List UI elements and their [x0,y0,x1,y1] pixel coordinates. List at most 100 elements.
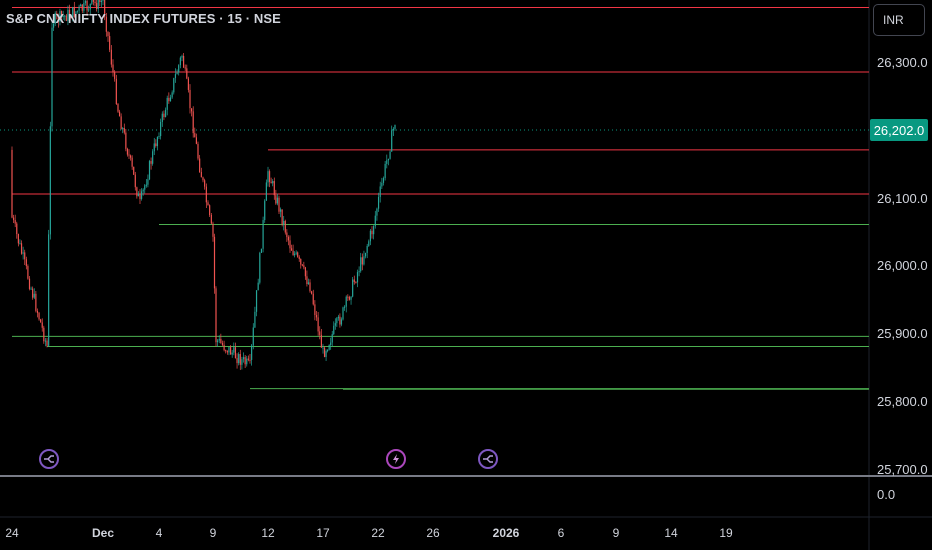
time-tick-26: 26 [426,526,440,540]
candle-body-237 [391,130,393,152]
candle-body-14 [33,293,35,298]
candle-body-5 [19,243,21,245]
candle-body-13 [32,288,34,298]
candle-body-226 [373,226,375,235]
candle-body-40 [75,11,77,17]
candle-body-169 [283,220,285,225]
candle-body-104 [178,65,180,73]
candle-body-181 [301,264,303,266]
candle-body-52 [94,1,96,4]
candle-body-80 [139,193,141,199]
candle-body-236 [389,151,391,159]
candle-body-124 [210,214,212,224]
event-marker-1[interactable] [39,449,59,469]
candle-body-217 [358,271,360,273]
candle-body-144 [242,357,245,360]
candle-body-109 [186,68,188,79]
candle-body-41 [76,10,79,12]
candle-body-234 [386,160,388,164]
candle-body-51 [92,0,95,2]
candle-body-215 [355,282,357,284]
candle-body-190 [315,314,318,318]
candle-body-165 [276,197,279,204]
candle-body-71 [125,132,127,149]
candle-body-134 [226,350,228,353]
candle-body-90 [155,143,157,147]
candle-body-75 [131,157,133,167]
candle-body-206 [340,319,343,325]
candle-body-153 [257,282,259,291]
candle-body-131 [221,343,224,345]
price-tick-25800: 25,800.0 [877,394,928,409]
candle-body-56 [100,0,103,3]
candle-body-140 [236,358,238,364]
candle-body-231 [381,182,383,187]
candle-body-37 [70,16,72,19]
candle-body-70 [123,128,125,133]
candle-body-173 [289,240,291,249]
candle-body-26 [52,23,55,28]
candle-body-235 [387,158,390,161]
event-marker-3[interactable] [478,449,498,469]
candle-body-53 [96,3,98,9]
last-price-badge: 26,202.0 [870,119,928,141]
candle-body-29 [57,15,59,22]
candle-body-83 [144,185,146,190]
candle-body-117 [199,158,201,173]
candle-body-194 [322,347,324,349]
candle-body-197 [327,349,329,352]
candle-body-87 [150,161,152,164]
candle-body-97 [166,97,168,110]
candle-body-94 [161,113,163,122]
candle-body-27 [54,13,56,24]
currency-selector[interactable]: INR [873,4,925,36]
candle-body-47 [86,0,88,11]
candle-body-110 [187,78,189,90]
candle-body-120 [204,180,206,187]
candle-body-154 [259,252,261,283]
candle-body-8 [24,252,26,260]
volume-scale-zero: 0.0 [877,487,896,502]
event-marker-2[interactable] [386,449,406,469]
candle-body-85 [147,179,149,185]
candle-body-161 [270,181,272,184]
candle-body-107 [183,55,185,68]
candle-body-177 [295,252,297,254]
candle-body-34 [65,15,67,21]
candle-body-84 [145,184,147,186]
candle-body-233 [384,163,386,179]
candle-body-101 [173,78,175,93]
candle-body-123 [209,205,211,215]
candle-body-2 [14,219,16,224]
candle-body-102 [174,74,177,79]
candle-body-212 [350,296,352,300]
candle-body-63 [112,64,114,73]
candle-body-135 [228,347,230,353]
candle-body-24 [49,126,51,235]
candle-body-3 [16,223,18,235]
time-tick-dec: Dec [91,526,115,540]
candle-body-58 [104,0,106,17]
lightning-icon [393,454,399,464]
candle-body-111 [189,89,191,109]
candle-body-18 [40,319,42,323]
candle-body-93 [160,121,162,137]
candle-body-108 [184,67,186,69]
time-tick-9: 9 [209,526,217,540]
horizontal-levels [12,7,869,390]
candle-body-147 [247,358,249,360]
candle-body-50 [91,0,93,4]
candle-body-137 [231,352,233,355]
candle-body-221 [364,252,367,257]
candle-body-142 [239,354,241,365]
candle-body-64 [114,72,116,79]
candle-body-224 [369,230,371,242]
time-tick-4: 4 [155,526,163,540]
candle-body-6 [20,243,23,254]
split-icon [483,455,493,463]
candle-body-152 [255,290,258,312]
candle-body-175 [292,250,294,256]
candle-body-23 [48,234,50,346]
price-tick-26100: 26,100.0 [877,191,928,206]
